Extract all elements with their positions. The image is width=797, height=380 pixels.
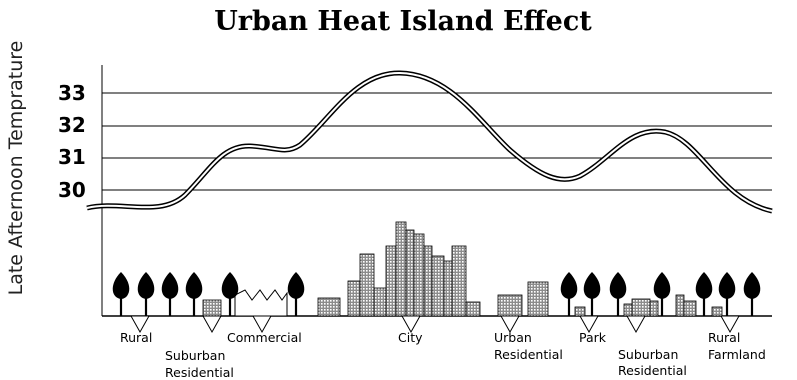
building — [711, 306, 723, 317]
building — [675, 294, 685, 317]
diagram-title: Urban Heat Island Effect — [214, 6, 592, 37]
building — [443, 260, 453, 317]
y-axis-label: Late Afternoon Temprature — [5, 41, 27, 296]
tree — [185, 272, 203, 316]
building — [497, 294, 523, 317]
building — [202, 299, 222, 317]
building — [395, 221, 407, 317]
zone-label-park: Park — [579, 330, 607, 345]
zone-marker — [500, 315, 520, 334]
building — [527, 281, 549, 317]
tree — [718, 272, 736, 316]
zone-label-rural: Rural — [120, 330, 152, 345]
building — [623, 303, 633, 317]
zone-marker — [579, 315, 599, 334]
zone-marker — [130, 315, 150, 334]
y-tick-32: 32 — [58, 113, 86, 137]
commercial-building — [234, 289, 288, 317]
zone-marker — [720, 315, 740, 334]
zone-markers — [130, 315, 740, 334]
y-tick-33: 33 — [58, 81, 86, 105]
temperature-curve — [86, 70, 773, 214]
zone-label-city: City — [398, 330, 423, 345]
building — [451, 245, 467, 317]
building — [649, 300, 659, 317]
y-tick-30: 30 — [58, 178, 86, 202]
zone-label-suburban-residential-1-line1: Suburban — [165, 348, 225, 363]
building — [574, 306, 586, 317]
tree — [112, 272, 130, 316]
tree — [609, 272, 627, 316]
building — [431, 255, 445, 317]
tree — [221, 272, 239, 316]
zone-label-urban-residential-line1: Urban — [494, 330, 532, 345]
tree — [743, 272, 761, 316]
zone-labels: Rural Suburban Residential Commercial Ci… — [120, 330, 766, 380]
tree — [560, 272, 578, 316]
building — [373, 287, 387, 317]
building — [465, 301, 481, 317]
landscape — [112, 221, 761, 317]
zone-marker — [202, 315, 222, 334]
tree — [583, 272, 601, 316]
gridlines — [102, 92, 772, 191]
building — [413, 233, 425, 317]
tree — [653, 272, 671, 316]
tree — [161, 272, 179, 316]
zone-label-suburban-residential-2-line2: Residential — [618, 363, 687, 378]
zone-label-suburban-residential-2-line1: Suburban — [618, 347, 678, 362]
zone-label-commercial: Commercial — [227, 330, 302, 345]
y-tick-31: 31 — [58, 145, 86, 169]
tree — [287, 272, 305, 316]
zone-marker — [252, 315, 272, 334]
building — [631, 298, 651, 317]
building — [347, 280, 361, 317]
tree — [137, 272, 155, 316]
building — [317, 297, 341, 317]
building — [405, 229, 415, 317]
building — [423, 245, 433, 317]
zone-label-urban-residential-line2: Residential — [494, 347, 563, 362]
zone-label-rural-farmland-line2: Farmland — [708, 347, 766, 362]
zone-marker — [626, 315, 646, 334]
zone-label-rural-farmland-line1: Rural — [708, 330, 740, 345]
zone-label-suburban-residential-1-line2: Residential — [165, 365, 234, 380]
tree — [695, 272, 713, 316]
zone-marker — [401, 315, 421, 334]
building — [359, 253, 375, 317]
building — [683, 300, 697, 317]
building — [385, 245, 397, 317]
